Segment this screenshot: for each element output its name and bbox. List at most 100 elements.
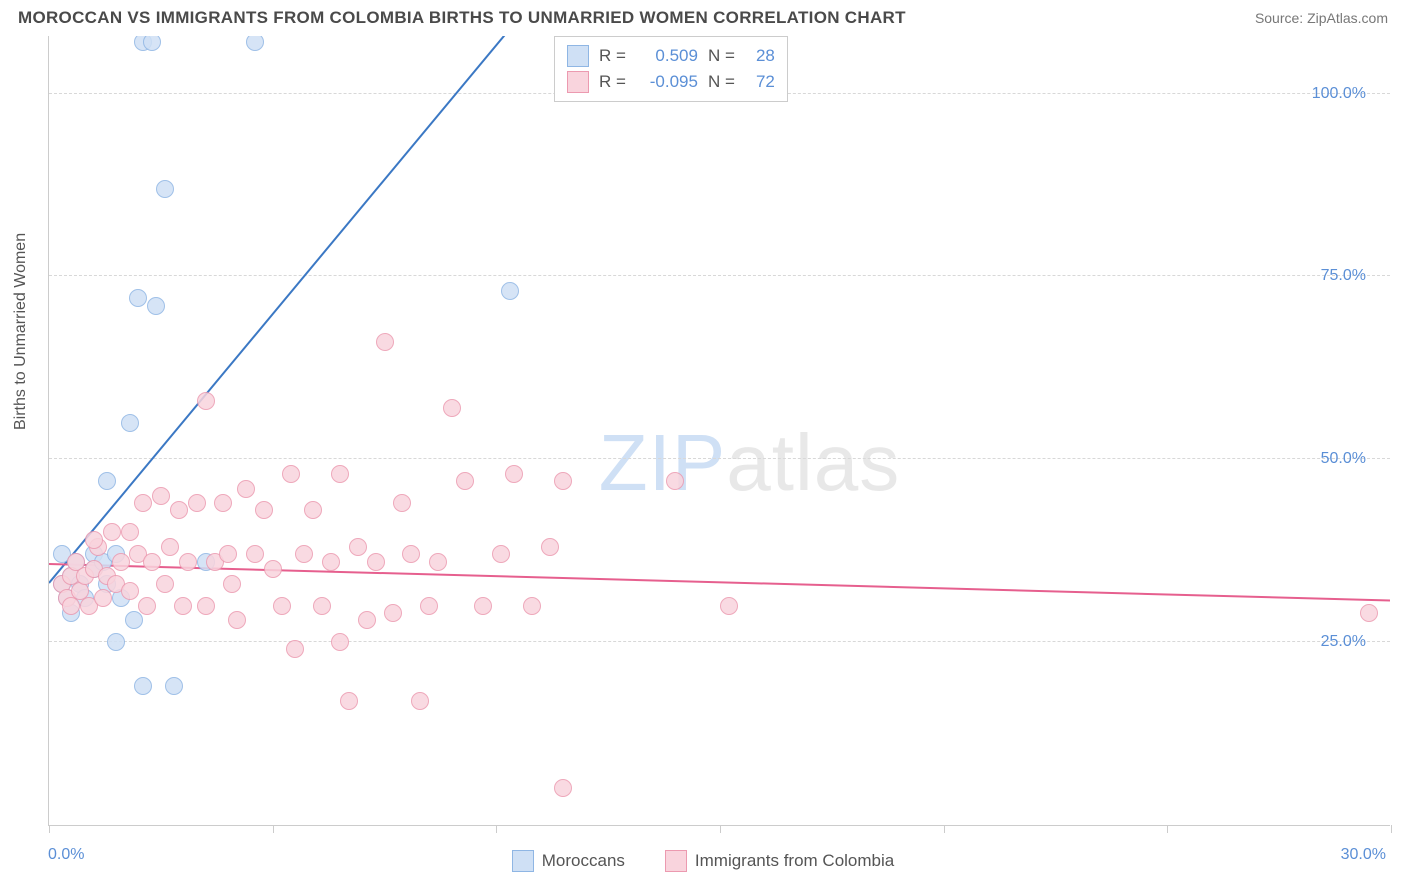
colombia-point [282,465,300,483]
r-label: R = [599,72,626,92]
colombia-legend-swatch [665,850,687,872]
colombia-point [443,399,461,417]
moroccans-point [156,180,174,198]
colombia-point [264,560,282,578]
r-value: -0.095 [636,72,698,92]
colombia-point [505,465,523,483]
bottom-legend: Moroccans Immigrants from Colombia [0,850,1406,872]
x-tick [1391,825,1392,833]
moroccans-point [147,297,165,315]
colombia-point [331,465,349,483]
chart-source: Source: ZipAtlas.com [1255,10,1388,26]
r-value: 0.509 [636,46,698,66]
colombia-point [304,501,322,519]
colombia-point [246,545,264,563]
colombia-point [322,553,340,571]
n-label: N = [708,46,735,66]
colombia-point [474,597,492,615]
moroccans-point [143,36,161,51]
watermark-atlas: atlas [726,418,900,507]
x-tick [720,825,721,833]
colombia-point [411,692,429,710]
moroccans-point [125,611,143,629]
colombia-point [720,597,738,615]
moroccans-point [121,414,139,432]
colombia-point [219,545,237,563]
x-tick [944,825,945,833]
moroccans-trendline [49,36,506,583]
colombia-point [340,692,358,710]
moroccans-point [246,36,264,51]
legend-item-moroccans: Moroccans [512,850,625,872]
y-tick-label: 75.0% [1321,267,1366,285]
colombia-point [170,501,188,519]
colombia-point [393,494,411,512]
colombia-point [286,640,304,658]
colombia-point [295,545,313,563]
watermark-zip: ZIP [599,418,726,507]
plot-canvas: ZIPatlas 25.0%50.0%75.0%100.0% [49,36,1390,825]
moroccans-point [129,289,147,307]
colombia-point [103,523,121,541]
colombia-point [85,531,103,549]
gridline [49,641,1390,642]
colombia-point [429,553,447,571]
y-tick-label: 25.0% [1321,633,1366,651]
chart-title: MOROCCAN VS IMMIGRANTS FROM COLOMBIA BIR… [18,8,906,28]
colombia-point [223,575,241,593]
colombia-point [143,553,161,571]
moroccans-point [501,282,519,300]
colombia-point [273,597,291,615]
x-tick [1167,825,1168,833]
source-prefix: Source: [1255,10,1307,26]
colombia-point [179,553,197,571]
moroccans-swatch [567,45,589,67]
colombia-point [554,779,572,797]
colombia-point [666,472,684,490]
colombia-point [255,501,273,519]
colombia-point [112,553,130,571]
colombia-point [156,575,174,593]
moroccans-point [98,472,116,490]
legend-item-colombia: Immigrants from Colombia [665,850,894,872]
moroccans-legend-label: Moroccans [542,851,625,871]
colombia-point [384,604,402,622]
colombia-point [523,597,541,615]
colombia-point [456,472,474,490]
colombia-point [237,480,255,498]
n-value: 28 [745,46,775,66]
y-tick-label: 50.0% [1321,450,1366,468]
colombia-point [420,597,438,615]
colombia-point [349,538,367,556]
stats-legend-box: R = 0.509 N = 28 R = -0.095 N = 72 [554,36,788,102]
colombia-point [367,553,385,571]
stats-row-moroccans: R =0.509N =28 [567,43,775,69]
colombia-point [358,611,376,629]
x-tick [49,825,50,833]
colombia-point [134,494,152,512]
colombia-legend-label: Immigrants from Colombia [695,851,894,871]
colombia-point [402,545,420,563]
colombia-point [492,545,510,563]
moroccans-point [165,677,183,695]
colombia-swatch [567,71,589,93]
n-value: 72 [745,72,775,92]
x-tick [273,825,274,833]
n-label: N = [708,72,735,92]
colombia-point [121,523,139,541]
watermark: ZIPatlas [599,417,900,509]
source-name: ZipAtlas.com [1307,10,1388,26]
colombia-point [331,633,349,651]
chart-plot-area: ZIPatlas 25.0%50.0%75.0%100.0% R =0.509N… [48,36,1390,826]
colombia-trendline [49,563,1390,602]
colombia-point [152,487,170,505]
colombia-point [1360,604,1378,622]
colombia-point [188,494,206,512]
colombia-point [94,589,112,607]
colombia-point [121,582,139,600]
colombia-point [214,494,232,512]
colombia-point [138,597,156,615]
stats-row-colombia: R = -0.095 N = 72 [567,69,775,95]
colombia-point [313,597,331,615]
moroccans-point [107,633,125,651]
